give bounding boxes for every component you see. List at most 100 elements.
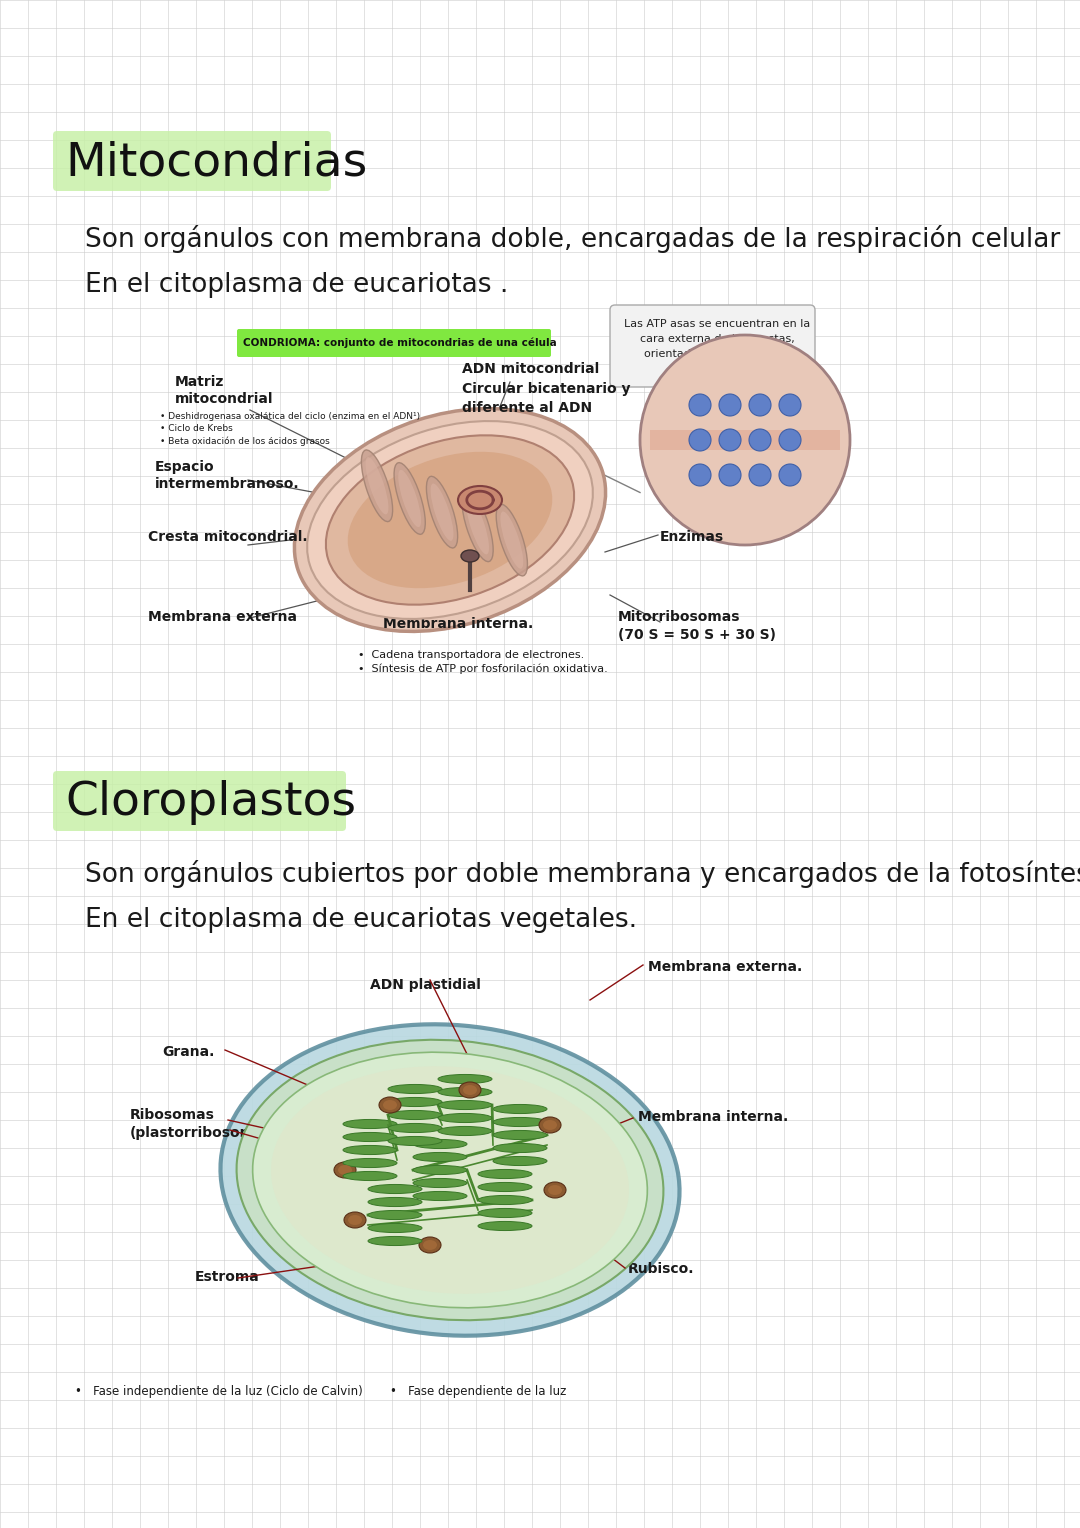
Ellipse shape xyxy=(492,1105,546,1114)
FancyBboxPatch shape xyxy=(237,329,551,358)
Ellipse shape xyxy=(458,486,502,513)
Circle shape xyxy=(750,465,771,486)
Ellipse shape xyxy=(383,1100,397,1109)
Text: ADN plastidial: ADN plastidial xyxy=(370,978,481,992)
Ellipse shape xyxy=(343,1158,397,1167)
Circle shape xyxy=(779,429,801,451)
Ellipse shape xyxy=(478,1195,532,1204)
Ellipse shape xyxy=(343,1146,397,1155)
Ellipse shape xyxy=(413,1178,467,1187)
FancyBboxPatch shape xyxy=(610,306,815,387)
Ellipse shape xyxy=(388,1085,442,1094)
Text: Membrana interna.: Membrana interna. xyxy=(638,1109,788,1125)
Ellipse shape xyxy=(368,1198,422,1207)
Ellipse shape xyxy=(366,457,389,515)
Ellipse shape xyxy=(348,452,552,588)
Ellipse shape xyxy=(399,471,421,527)
Ellipse shape xyxy=(423,1241,437,1250)
Ellipse shape xyxy=(368,1210,422,1219)
Ellipse shape xyxy=(543,1120,557,1131)
Ellipse shape xyxy=(431,483,454,541)
Ellipse shape xyxy=(427,477,458,549)
Ellipse shape xyxy=(492,1131,546,1140)
Ellipse shape xyxy=(544,1183,566,1198)
Text: Tilacoide del
estroma: Tilacoide del estroma xyxy=(378,1274,477,1308)
Ellipse shape xyxy=(492,1117,546,1126)
Text: •   Fase independiente de la luz (Ciclo de Calvin): • Fase independiente de la luz (Ciclo de… xyxy=(75,1384,363,1398)
Ellipse shape xyxy=(492,1157,546,1166)
Text: Grana.: Grana. xyxy=(162,1045,214,1059)
Ellipse shape xyxy=(334,1161,356,1178)
Text: Cloroplastos: Cloroplastos xyxy=(65,779,356,825)
FancyBboxPatch shape xyxy=(53,131,330,191)
Text: En el citoplasma de eucariotas vegetales.: En el citoplasma de eucariotas vegetales… xyxy=(85,908,637,934)
Ellipse shape xyxy=(271,1067,629,1294)
Ellipse shape xyxy=(492,1143,546,1152)
Text: Membrana externa.: Membrana externa. xyxy=(648,960,802,973)
Ellipse shape xyxy=(548,1186,562,1195)
Text: Estroma: Estroma xyxy=(195,1270,260,1284)
Text: CONDRIOMA: conjunto de mitocondrias de una célula: CONDRIOMA: conjunto de mitocondrias de u… xyxy=(243,338,557,348)
Ellipse shape xyxy=(539,1117,561,1132)
Circle shape xyxy=(689,394,711,416)
Ellipse shape xyxy=(438,1088,492,1097)
Ellipse shape xyxy=(438,1126,492,1135)
Text: Membrana interna.: Membrana interna. xyxy=(383,617,534,631)
Text: Rubisco.: Rubisco. xyxy=(627,1262,694,1276)
Ellipse shape xyxy=(368,1236,422,1245)
Circle shape xyxy=(640,335,850,545)
Text: En el citoplasma de eucariotas .: En el citoplasma de eucariotas . xyxy=(85,272,509,298)
Ellipse shape xyxy=(478,1183,532,1192)
Text: • Deshidrogenasa oxalática del ciclo (enzima en el ADN¹): • Deshidrogenasa oxalática del ciclo (en… xyxy=(160,413,420,422)
Ellipse shape xyxy=(368,1184,422,1193)
Circle shape xyxy=(750,429,771,451)
Ellipse shape xyxy=(338,1164,352,1175)
Text: ADN mitocondrial
Circular bicatenario y
diferente al ADN
nuclear: ADN mitocondrial Circular bicatenario y … xyxy=(462,362,631,434)
Ellipse shape xyxy=(478,1221,532,1230)
Ellipse shape xyxy=(253,1053,647,1308)
Text: • Beta oxidación de los ácidos grasos: • Beta oxidación de los ácidos grasos xyxy=(160,435,329,446)
Text: Son orgánulos cubiertos por doble membrana y encargados de la fotosíntesis.: Son orgánulos cubiertos por doble membra… xyxy=(85,860,1080,888)
Ellipse shape xyxy=(496,504,527,576)
Ellipse shape xyxy=(438,1100,492,1109)
Ellipse shape xyxy=(388,1111,442,1120)
Circle shape xyxy=(750,394,771,416)
Ellipse shape xyxy=(362,449,393,521)
Ellipse shape xyxy=(295,408,606,631)
Ellipse shape xyxy=(463,1085,477,1096)
Ellipse shape xyxy=(307,422,593,619)
Ellipse shape xyxy=(438,1074,492,1083)
Text: •  Cadena transportadora de electrones.: • Cadena transportadora de electrones. xyxy=(357,649,584,660)
Ellipse shape xyxy=(348,1215,362,1225)
Text: Membrana externa: Membrana externa xyxy=(148,610,297,623)
Ellipse shape xyxy=(413,1192,467,1201)
Text: •   Fase dependiente de la luz: • Fase dependiente de la luz xyxy=(390,1384,566,1398)
Ellipse shape xyxy=(478,1169,532,1178)
Ellipse shape xyxy=(467,497,489,555)
Text: • Ciclo de Krebs: • Ciclo de Krebs xyxy=(160,423,233,432)
Ellipse shape xyxy=(462,490,494,562)
Ellipse shape xyxy=(461,550,480,562)
Ellipse shape xyxy=(388,1123,442,1132)
Circle shape xyxy=(719,394,741,416)
Ellipse shape xyxy=(459,1082,481,1099)
Circle shape xyxy=(689,429,711,451)
Circle shape xyxy=(779,394,801,416)
Ellipse shape xyxy=(413,1166,467,1175)
Text: Las ATP asas se encuentran en la
cara externa de las crestas,
orientadas hacia l: Las ATP asas se encuentran en la cara ex… xyxy=(624,319,810,359)
Ellipse shape xyxy=(394,463,426,535)
Text: Mitocondrias: Mitocondrias xyxy=(65,141,367,185)
FancyBboxPatch shape xyxy=(650,429,840,451)
Ellipse shape xyxy=(500,512,523,568)
Ellipse shape xyxy=(343,1132,397,1141)
Text: Cresta mitocondrial.: Cresta mitocondrial. xyxy=(148,530,308,544)
Ellipse shape xyxy=(326,435,575,605)
Ellipse shape xyxy=(388,1097,442,1106)
Ellipse shape xyxy=(419,1238,441,1253)
Ellipse shape xyxy=(438,1114,492,1123)
Ellipse shape xyxy=(413,1140,467,1149)
Text: Espacio
intermembranoso.: Espacio intermembranoso. xyxy=(156,460,299,492)
Ellipse shape xyxy=(220,1024,679,1335)
Text: Enzimas: Enzimas xyxy=(660,530,724,544)
Circle shape xyxy=(779,465,801,486)
